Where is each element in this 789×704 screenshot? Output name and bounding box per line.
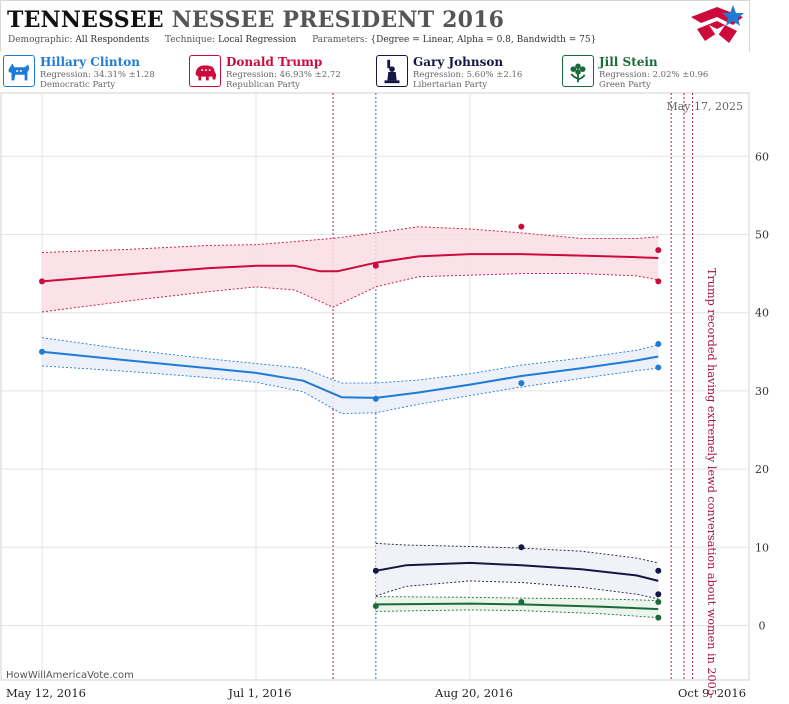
- parameters-label: Parameters:: [312, 35, 368, 45]
- legend-item-stein[interactable]: Jill Stein Regression: 2.02% ±0.96 Green…: [561, 54, 741, 90]
- elephant-icon: [189, 55, 221, 87]
- confidence-upper: [375, 596, 659, 601]
- poll-point: [655, 247, 662, 254]
- technique-value: Local Regression: [217, 35, 297, 45]
- y-tick-label: 20: [755, 463, 769, 476]
- regression-line: [41, 253, 659, 283]
- event-annotation: Trump recorded having extremely lewd con…: [705, 268, 718, 696]
- parameters-value: {Degree = Linear, Alpha = 0.8, Bandwidth…: [370, 35, 597, 45]
- title-race: NESSEE PRESIDENT 2016: [171, 7, 505, 33]
- y-tick-label: 10: [755, 541, 769, 554]
- title-state: TENNESSEE: [7, 7, 164, 33]
- confidence-band: [375, 596, 659, 618]
- y-tick-label: 40: [755, 307, 769, 320]
- candidate-legend: Hillary Clinton Regression: 34.31% ±1.28…: [0, 52, 750, 92]
- x-tick-label: Oct 9, 2016: [678, 686, 746, 700]
- legend-party: Libertarian Party: [413, 80, 488, 90]
- confidence-lower: [375, 609, 659, 619]
- demographic-value: All Respondents: [75, 35, 150, 45]
- poll-point: [372, 602, 379, 609]
- poll-point: [372, 395, 379, 402]
- legend-regression: Regression: 34.31% ±1.28: [40, 70, 155, 80]
- header-panel: TENNESSEE NESSEE PRESIDENT 2016 Demograp…: [0, 0, 750, 52]
- poll-point: [372, 262, 379, 269]
- confidence-band: [42, 337, 659, 414]
- legend-item-clinton[interactable]: Hillary Clinton Regression: 34.31% ±1.28…: [2, 54, 182, 90]
- x-tick-label: Jul 1, 2016: [227, 686, 291, 700]
- demographic-label: Demographic:: [8, 35, 73, 45]
- legend-name: Donald Trump: [226, 55, 323, 69]
- poll-point: [518, 380, 525, 387]
- legend-item-johnson[interactable]: Gary Johnson Regression: 5.60% ±2.16 Lib…: [375, 54, 555, 90]
- poll-point: [655, 614, 662, 621]
- confidence-lower: [41, 273, 659, 313]
- x-tick-label: Aug 20, 2016: [434, 686, 513, 700]
- liberty-statue-icon: [376, 55, 408, 87]
- poll-point: [655, 567, 662, 574]
- poll-point: [518, 544, 525, 551]
- confidence-upper: [41, 337, 659, 384]
- poll-point: [39, 278, 45, 285]
- legend-party: Republican Party: [226, 80, 300, 90]
- legend-item-trump[interactable]: Donald Trump Regression: 46.93% ±2.72 Re…: [188, 54, 368, 90]
- legend-party: Democratic Party: [40, 80, 116, 90]
- date-stamp: May 17, 2025: [666, 100, 743, 113]
- x-tick-label: May 12, 2016: [6, 686, 86, 700]
- technique-label: Technique:: [165, 35, 216, 45]
- flower-icon: [562, 55, 594, 87]
- y-tick-label: 60: [755, 150, 769, 163]
- poll-point: [39, 348, 45, 355]
- poll-point: [372, 567, 379, 574]
- confidence-lower: [41, 365, 659, 415]
- poll-point: [655, 340, 662, 347]
- legend-name: Hillary Clinton: [40, 55, 140, 69]
- y-tick-label: 0: [759, 620, 766, 633]
- legend-regression: Regression: 2.02% ±0.96: [599, 70, 709, 80]
- watermark: HowWillAmericaVote.com: [6, 670, 134, 681]
- poll-point: [518, 223, 525, 230]
- y-tick-label: 30: [755, 385, 769, 398]
- poll-point: [655, 364, 662, 371]
- page-title: TENNESSEE NESSEE PRESIDENT 2016: [7, 7, 504, 33]
- confidence-band: [375, 543, 659, 599]
- poll-point: [518, 599, 525, 606]
- parameter-line: Demographic: All Respondents Technique: …: [8, 35, 596, 45]
- legend-party: Green Party: [599, 80, 651, 90]
- y-tick-label: 50: [755, 229, 769, 242]
- poll-point: [655, 599, 662, 606]
- legend-name: Gary Johnson: [413, 55, 504, 69]
- poll-point: [655, 278, 662, 285]
- site-logo-icon[interactable]: [687, 3, 747, 49]
- poll-point: [655, 591, 662, 598]
- regression-line: [375, 561, 659, 582]
- legend-regression: Regression: 5.60% ±2.16: [413, 70, 523, 80]
- legend-name: Jill Stein: [599, 55, 658, 69]
- donkey-icon: [3, 55, 35, 87]
- confidence-upper: [41, 226, 659, 253]
- legend-regression: Regression: 46.93% ±2.72: [226, 70, 341, 80]
